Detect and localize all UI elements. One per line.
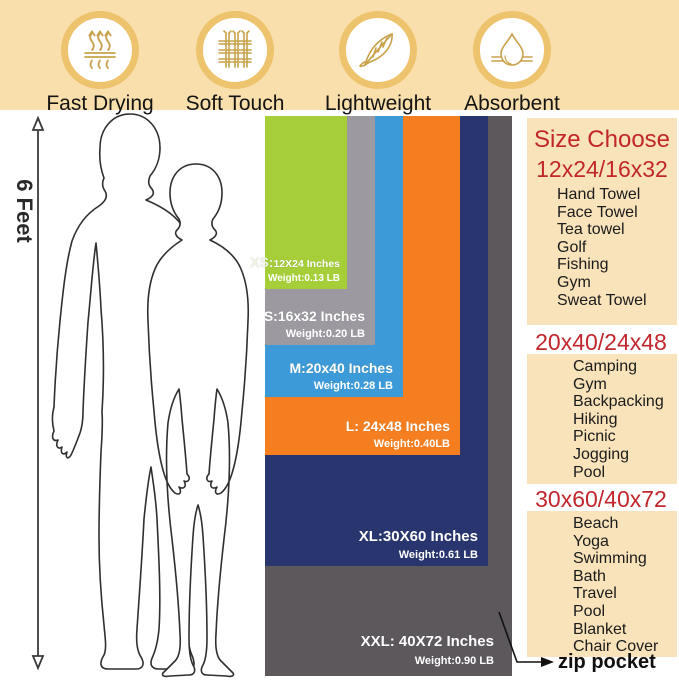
size-guide-item: Gym <box>573 375 607 393</box>
towel-xs-rect: XS:12X24 Inches Weight:0.13 LB <box>250 116 347 289</box>
towel-size-label: XXL: 40X72 Inches <box>360 633 494 650</box>
feature-absorbent: Absorbent <box>437 11 587 116</box>
size-guide-item: Yoga <box>573 532 609 550</box>
towel-size-label: XL:30X60 Inches <box>358 528 478 545</box>
size-guide-item: Pool <box>573 463 606 481</box>
man-silhouette <box>51 113 205 670</box>
feature-circle <box>61 11 139 89</box>
towel-size-dims: 12X24 Inches <box>273 258 340 270</box>
weave-icon <box>218 30 252 68</box>
size-guide-item: Travel <box>573 585 617 603</box>
feature-label: Soft Touch <box>185 92 285 115</box>
size-guide-item: Pool <box>573 602 606 620</box>
size-guide-item: Picnic <box>573 428 616 446</box>
size-guide-item: Sweat Towel <box>557 291 647 309</box>
feather-icon <box>358 32 393 68</box>
size-group-heading: 12x24/16x32 <box>536 156 668 182</box>
size-guide-item: Backpacking <box>573 393 664 411</box>
size-guide-item: Swimming <box>573 550 647 568</box>
size-guide-item: Bath <box>573 567 606 585</box>
towel-size-label: XS:12X24 Inches <box>250 254 340 270</box>
towel-size-label: M:20x40 Inches <box>289 360 394 376</box>
size-guide-box-1: Size Choose 12x24/16x32 Hand Towel Face … <box>527 118 677 325</box>
size-group-heading: 20x40/24x48 <box>522 330 679 354</box>
towel-size-prefix: XS: <box>250 254 274 270</box>
size-guide-item: Gym <box>557 273 591 291</box>
towel-weight-label: Weight:0.28 LB <box>313 380 393 392</box>
size-group-heading: 30x60/40x72 <box>522 487 679 511</box>
feature-soft-touch: Soft Touch <box>160 11 310 116</box>
size-guide-item: Beach <box>573 515 619 532</box>
feature-label: Absorbent <box>464 92 560 115</box>
towel-weight-label: Weight:0.61 LB <box>398 549 478 561</box>
zip-pocket-label: zip pocket <box>558 651 656 673</box>
size-group-items: Camping Gym Backpacking Hiking Picnic Jo… <box>527 358 677 481</box>
size-guide-item: Jogging <box>573 445 630 463</box>
size-guide-item: Golf <box>557 238 587 256</box>
feature-lightweight: Lightweight <box>303 11 453 116</box>
towel-weight-label: Weight:0.20 LB <box>285 328 365 340</box>
woman-silhouette <box>146 163 250 678</box>
size-group-items: Hand Towel Face Towel Tea towel Golf Fis… <box>527 186 677 309</box>
feature-circle <box>196 11 274 89</box>
feature-label: Fast Drying <box>46 92 154 115</box>
towel-size-label: S:16x32 Inches <box>263 308 365 324</box>
size-guide-item: Fishing <box>557 256 609 274</box>
size-guide-title: Size Choose <box>533 126 671 153</box>
towel-weight-label: Weight:0.40LB <box>373 438 450 450</box>
steam-icon <box>84 29 116 69</box>
size-guide-item: Tea towel <box>557 221 625 239</box>
size-guide-item: Hiking <box>573 410 618 428</box>
size-group-items: Beach Yoga Swimming Bath Travel Pool Bla… <box>527 515 677 656</box>
feature-fast-drying: Fast Drying <box>25 11 175 116</box>
feature-label: Lightweight <box>324 92 432 115</box>
size-guide-item: Chair Cover <box>573 638 659 656</box>
droplet-icon <box>491 32 533 66</box>
size-guide-box-2: Camping Gym Backpacking Hiking Picnic Jo… <box>527 354 677 484</box>
towel-weight-label: Weight:0.90 LB <box>414 655 494 667</box>
feature-circle <box>339 11 417 89</box>
feature-circle <box>473 11 551 89</box>
feature-banner: Fast Drying Soft Touch <box>0 0 679 115</box>
towel-weight-label: Weight:0.13 LB <box>267 273 340 284</box>
size-guide-item: Hand Towel <box>557 186 641 203</box>
size-guide-item: Camping <box>573 358 638 375</box>
towel-size-label: L: 24x48 Inches <box>345 418 450 434</box>
height-ruler-label: 6 Feet <box>12 179 37 243</box>
size-guide-item: Face Towel <box>557 203 638 221</box>
size-guide-item: Blanket <box>573 620 627 638</box>
size-guide-box-3: Beach Yoga Swimming Bath Travel Pool Bla… <box>527 511 677 657</box>
